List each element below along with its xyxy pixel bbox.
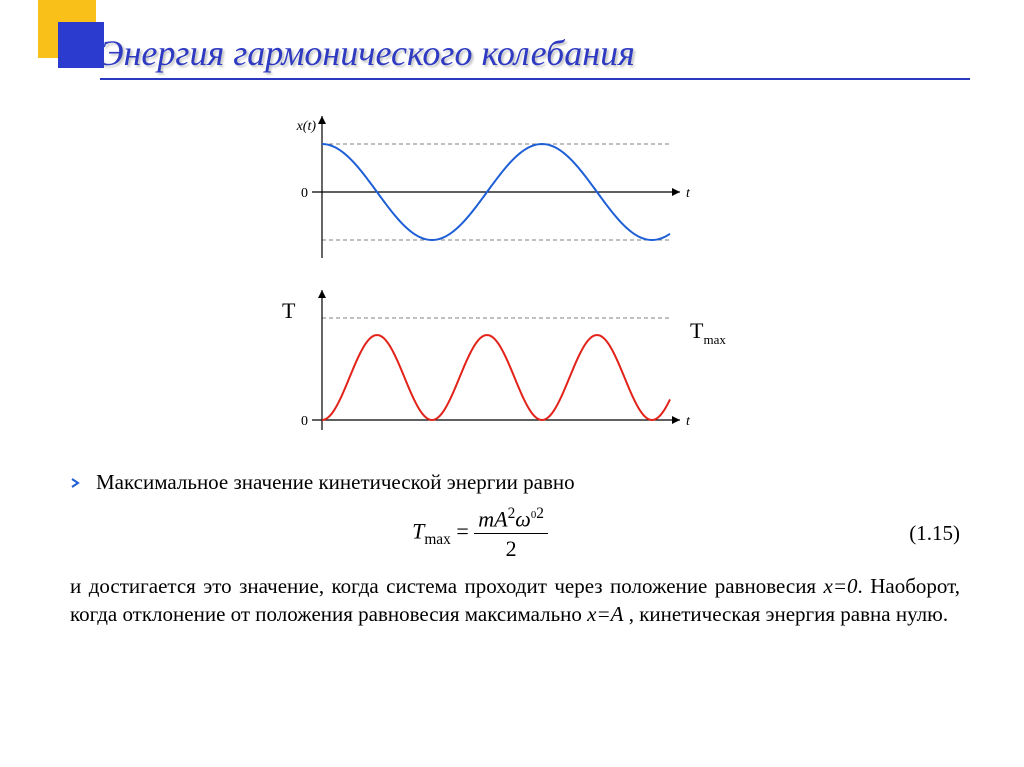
title-underline bbox=[100, 78, 970, 80]
para-t1: и достигается это значение, когда систем… bbox=[70, 574, 824, 598]
bullet-text: Максимальное значение кинетической энерг… bbox=[96, 470, 575, 495]
formula: Tmax = mA2ω02 2 bbox=[70, 505, 890, 562]
para-xzero: x=0 bbox=[824, 574, 858, 598]
formula-row: Tmax = mA2ω02 2 (1.15) bbox=[70, 505, 960, 562]
num-omega: ω bbox=[515, 506, 531, 531]
formula-eq: = bbox=[456, 519, 474, 544]
bullet-line: Максимальное значение кинетической энерг… bbox=[70, 470, 960, 495]
chevron-icon bbox=[70, 477, 82, 489]
svg-text:t: t bbox=[686, 186, 691, 201]
den: 2 bbox=[474, 534, 548, 562]
body-text: Максимальное значение кинетической энерг… bbox=[70, 470, 960, 629]
deco-inner bbox=[58, 22, 104, 68]
num-A: A bbox=[494, 506, 507, 531]
formula-T-sub: max bbox=[424, 531, 451, 548]
para-xA: x=A bbox=[587, 602, 623, 626]
formula-T: T bbox=[412, 519, 424, 544]
svg-text:0: 0 bbox=[301, 414, 308, 429]
para-t3: , кинетическая энергия равна нулю. bbox=[623, 602, 948, 626]
svg-text:x(t): x(t) bbox=[296, 119, 317, 134]
oscillation-chart: 0 x(t) t 0 t T Tmax bbox=[260, 110, 760, 465]
paragraph: и достигается это значение, когда систем… bbox=[70, 572, 960, 629]
equation-number: (1.15) bbox=[890, 521, 960, 546]
formula-fraction: mA2ω02 2 bbox=[474, 505, 548, 562]
svg-text:t: t bbox=[686, 414, 691, 429]
title-block: Энергия гармонического колебания bbox=[100, 32, 970, 80]
svg-text:T: T bbox=[282, 298, 296, 323]
svg-text:0: 0 bbox=[301, 186, 308, 201]
page-title: Энергия гармонического колебания bbox=[100, 32, 970, 74]
num-omega-sup: 2 bbox=[536, 505, 544, 522]
num-m: m bbox=[478, 506, 494, 531]
svg-text:Tmax: Tmax bbox=[690, 318, 726, 347]
